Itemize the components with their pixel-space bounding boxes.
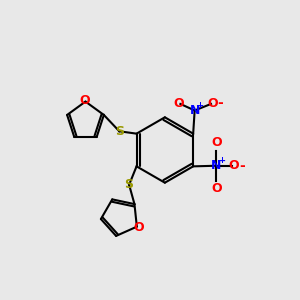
Text: -: - (217, 96, 223, 110)
Text: S: S (115, 125, 124, 138)
Text: O: O (228, 159, 239, 172)
Text: O: O (133, 221, 144, 234)
Text: -: - (240, 159, 245, 173)
Text: S: S (124, 178, 134, 191)
Text: O: O (174, 97, 184, 110)
Text: N: N (211, 159, 221, 172)
Text: O: O (80, 94, 90, 107)
Text: +: + (218, 156, 225, 165)
Text: O: O (211, 136, 222, 149)
Text: O: O (211, 182, 222, 195)
Text: N: N (190, 104, 200, 117)
Text: +: + (196, 100, 203, 109)
Text: O: O (207, 97, 218, 110)
